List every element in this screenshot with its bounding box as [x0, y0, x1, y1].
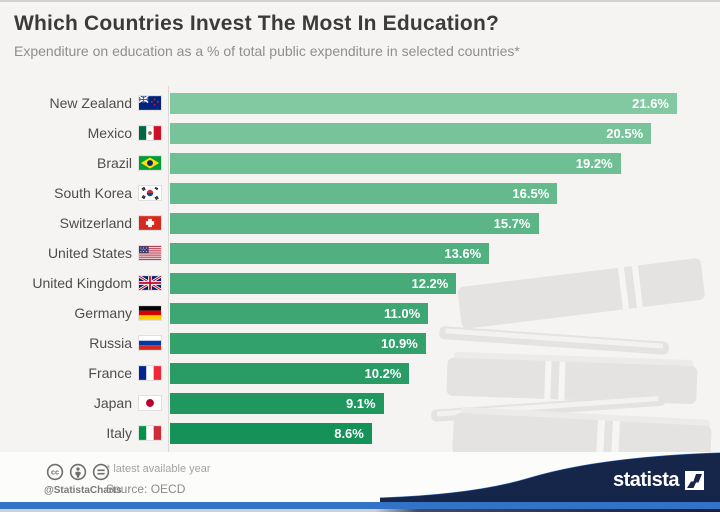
bar-value-label: 10.2%: [364, 365, 402, 381]
bar-germany: 11.0%: [170, 302, 429, 324]
bar-row-united-states: United States 13.6%: [0, 238, 720, 268]
flag-icon-germany: [139, 306, 161, 320]
country-label: United States: [47, 245, 132, 261]
country-label: France: [88, 365, 132, 381]
bar-value-label: 21.6%: [632, 95, 669, 111]
footer-bottom-strip: [0, 509, 720, 512]
bar-italy: 8.6%: [170, 422, 372, 444]
bar-track: 12.2%: [170, 272, 677, 294]
bar-brazil: 19.2%: [170, 152, 621, 174]
bar-row-russia: Russia 10.9%: [0, 328, 720, 358]
flag-icon-south-korea: [139, 186, 161, 200]
statista-wordmark: statista: [612, 469, 680, 491]
flag-icon-japan: [139, 396, 161, 410]
bar-row-mexico: Mexico 20.5%: [0, 118, 720, 148]
bar-row-new-zealand: New Zealand 21.6%: [0, 88, 720, 118]
bar-south-korea: 16.5%: [170, 182, 558, 204]
bar-row-switzerland: Switzerland 15.7%: [0, 208, 720, 238]
bar-row-japan: Japan 9.1%: [0, 388, 720, 418]
statista-charts-handle[interactable]: @StatistaCharts: [44, 485, 122, 496]
bar-track: 13.6%: [170, 242, 677, 264]
bar-value-label: 11.0%: [384, 305, 421, 321]
flag-icon-italy: [139, 426, 161, 440]
country-label: Germany: [74, 305, 132, 321]
bar-value-label: 8.6%: [334, 425, 364, 441]
country-label: Italy: [106, 425, 132, 441]
bar-value-label: 20.5%: [606, 125, 644, 141]
bar-row-italy: Italy 8.6%: [0, 418, 720, 448]
flag-icon-united-states: [139, 246, 161, 260]
bar-track: 15.7%: [170, 212, 677, 234]
page-subtitle: Expenditure on education as a % of total…: [14, 43, 520, 59]
bar-value-label: 16.5%: [512, 185, 550, 201]
statista-logo-icon: [685, 471, 704, 490]
flag-icon-new-zealand: [139, 96, 161, 110]
bar-track: 10.9%: [170, 332, 677, 354]
bar-track: 9.1%: [170, 392, 677, 414]
bar-value-label: 9.1%: [345, 395, 376, 411]
bar-row-south-korea: South Korea 16.5%: [0, 178, 720, 208]
footer: cc @StatistaCharts * latest available ye…: [0, 452, 720, 512]
no-derivatives-icon[interactable]: [92, 463, 110, 481]
bar-value-label: 19.2%: [575, 155, 613, 171]
bar-row-united-kingdom: United Kingdom 12.2%: [0, 268, 720, 298]
country-label: Mexico: [87, 125, 132, 141]
bar-track: 11.0%: [170, 302, 677, 324]
bar-switzerland: 15.7%: [170, 212, 539, 234]
bar-japan: 9.1%: [170, 392, 384, 414]
chart-source: Source: OECD: [106, 482, 186, 496]
bar-track: 10.2%: [170, 362, 677, 384]
bar-row-germany: Germany 11.0%: [0, 298, 720, 328]
flag-icon-mexico: [139, 126, 161, 140]
bar-france: 10.2%: [170, 362, 410, 384]
statista-brand[interactable]: statista: [613, 469, 704, 492]
footer-blue-bar: [0, 502, 720, 509]
country-label: Russia: [89, 335, 132, 351]
country-label: Japan: [93, 395, 132, 411]
flag-icon-switzerland: [139, 216, 161, 230]
bar-value-label: 10.9%: [380, 335, 418, 351]
bar-russia: 10.9%: [170, 332, 426, 354]
chart-footnote: * latest available year: [106, 463, 211, 475]
chart-axis-line: [168, 86, 169, 452]
bar-track: 21.6%: [170, 92, 677, 114]
cc-icon[interactable]: cc: [46, 463, 64, 481]
bar-row-france: France 10.2%: [0, 358, 720, 388]
bar-value-label: 12.2%: [411, 275, 449, 291]
bar-mexico: 20.5%: [170, 122, 652, 144]
bar-track: 8.6%: [170, 422, 677, 444]
bar-chart: New Zealand 21.6% Mexico 20.5% Brazil 19.2% So…: [0, 88, 720, 448]
bar-track: 20.5%: [170, 122, 677, 144]
page-title: Which Countries Invest The Most In Educa…: [14, 12, 500, 35]
bar-track: 16.5%: [170, 182, 677, 204]
bar-value-label: 13.6%: [444, 245, 482, 261]
country-label: Switzerland: [59, 215, 132, 231]
bar-united-states: 13.6%: [170, 242, 490, 264]
header: Which Countries Invest The Most In Educa…: [14, 12, 710, 59]
flag-icon-russia: [139, 336, 161, 350]
flag-icon-france: [139, 366, 161, 380]
svg-text:cc: cc: [51, 468, 59, 477]
bar-value-label: 15.7%: [493, 215, 531, 231]
bar-united-kingdom: 12.2%: [170, 272, 457, 294]
country-label: South Korea: [54, 185, 132, 201]
license-icons[interactable]: cc: [46, 463, 110, 481]
swoosh-graphic: [380, 452, 720, 502]
country-label: United Kingdom: [32, 275, 132, 291]
attribution-icon[interactable]: [69, 463, 87, 481]
country-label: New Zealand: [49, 95, 133, 111]
flag-icon-united-kingdom: [139, 276, 161, 290]
bar-new-zealand: 21.6%: [170, 92, 677, 114]
bar-row-brazil: Brazil 19.2%: [0, 148, 720, 178]
country-label: Brazil: [96, 155, 132, 171]
bar-track: 19.2%: [170, 152, 677, 174]
flag-icon-brazil: [139, 156, 161, 170]
